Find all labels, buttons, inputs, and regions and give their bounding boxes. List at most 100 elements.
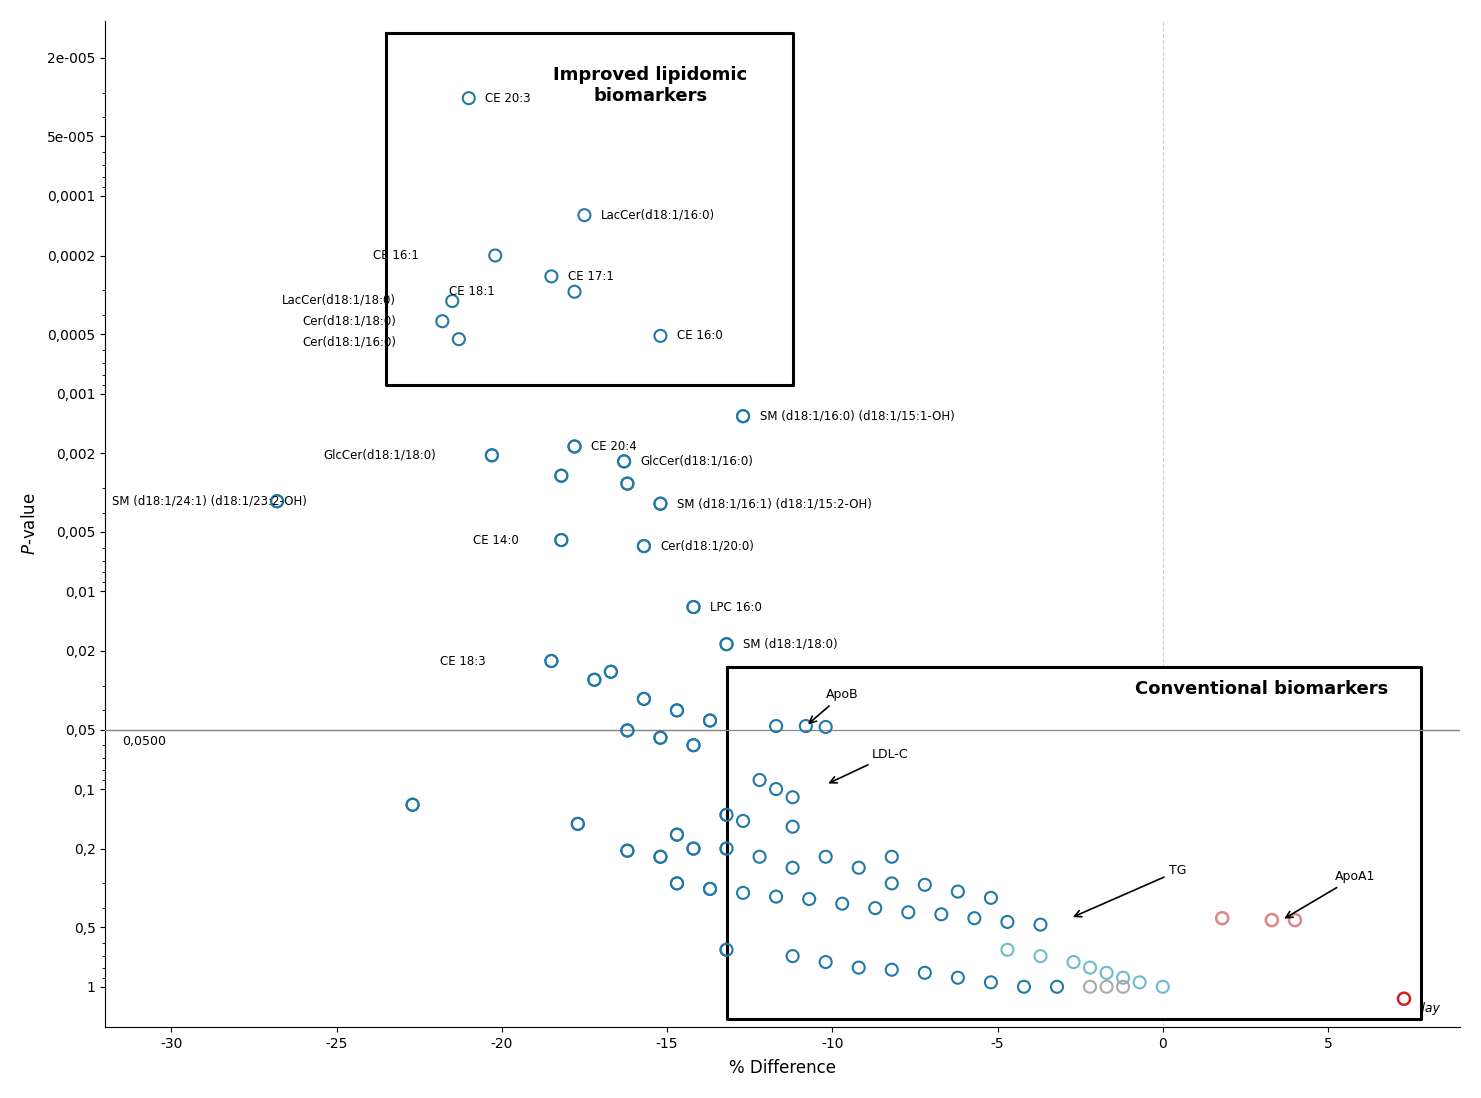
Point [681,737,705,754]
Point [732,813,755,830]
Point [847,859,871,876]
Point [1151,978,1174,996]
Point [681,840,705,858]
Point [480,447,504,464]
Text: LacCer(d18:1/18:0): LacCer(d18:1/18:0) [281,293,395,306]
Point [715,941,739,959]
Text: Cer(d18:1/20:0): Cer(d18:1/20:0) [661,539,754,552]
Text: LDL-C: LDL-C [829,748,908,783]
Point [563,438,586,456]
Point [649,729,672,747]
Point [946,968,970,986]
Point [715,840,739,858]
Point [815,848,838,865]
Point [979,974,1003,991]
Point [665,826,689,843]
Point [632,691,656,708]
Point [1210,909,1234,927]
Point [1283,911,1306,929]
Point [764,717,788,735]
Point [698,712,721,729]
Point [598,663,622,681]
Text: Cer(d18:1/18:0): Cer(d18:1/18:0) [302,315,395,327]
Point [458,89,481,107]
Point [649,327,672,345]
Point [715,840,739,858]
Point [1012,978,1035,996]
Point [780,818,804,836]
Point [431,313,455,330]
Text: LacCer(d18:1/16:0): LacCer(d18:1/16:0) [601,209,715,222]
Point [780,948,804,965]
Point [794,717,818,735]
Point [1012,978,1035,996]
Point [1078,959,1102,976]
Point [681,840,705,858]
Point [912,876,936,894]
Point [1392,990,1416,1008]
Point [912,964,936,982]
Point [566,815,589,832]
Point [1111,968,1134,986]
Point [896,904,920,921]
Point [1260,911,1284,929]
Point [539,652,563,670]
Point [912,876,936,894]
Point [612,452,635,470]
Text: CE 17:1: CE 17:1 [567,270,613,283]
Point [880,961,903,978]
Text: Cer(d18:1/16:0): Cer(d18:1/16:0) [302,336,395,349]
Point [665,875,689,893]
Point [912,964,936,982]
Point [401,796,425,814]
Text: GlcCer(d18:1/18:0): GlcCer(d18:1/18:0) [323,449,435,462]
Point [582,671,606,688]
Point [616,721,640,739]
Point [995,914,1019,931]
Point [616,842,640,860]
Point [563,283,586,301]
Point [880,848,903,865]
Point [573,206,597,224]
Point [732,407,755,425]
Point [649,327,672,345]
Point [539,268,563,285]
Point [780,859,804,876]
Point [979,889,1003,907]
Point [794,717,818,735]
Text: CE 18:1: CE 18:1 [449,285,495,299]
Point [732,884,755,901]
Text: 0,0500: 0,0500 [121,735,166,748]
Point [715,806,739,824]
Point [440,292,464,310]
Point [632,537,656,554]
Text: CE 20:4: CE 20:4 [591,440,637,453]
Point [764,888,788,906]
Point [880,875,903,893]
Text: Drug Discovery Today: Drug Discovery Today [1303,1002,1440,1015]
Point [549,531,573,549]
Point [963,909,986,927]
Point [649,729,672,747]
Polygon shape [387,33,792,384]
Point [665,826,689,843]
Point [447,330,471,348]
Point [1094,964,1118,982]
Point [563,438,586,456]
Point [1111,968,1134,986]
Point [616,474,640,492]
Point [979,974,1003,991]
Point [598,663,622,681]
Point [1046,978,1069,996]
Point [1062,953,1086,971]
Point [815,953,838,971]
Point [649,848,672,865]
Point [698,881,721,898]
Point [764,888,788,906]
Text: SM (d18:1/24:1) (d18:1/23:2-OH): SM (d18:1/24:1) (d18:1/23:2-OH) [113,495,307,507]
Point [896,904,920,921]
Text: LPC 16:0: LPC 16:0 [709,601,761,614]
Point [732,407,755,425]
Point [963,909,986,927]
Point [815,953,838,971]
